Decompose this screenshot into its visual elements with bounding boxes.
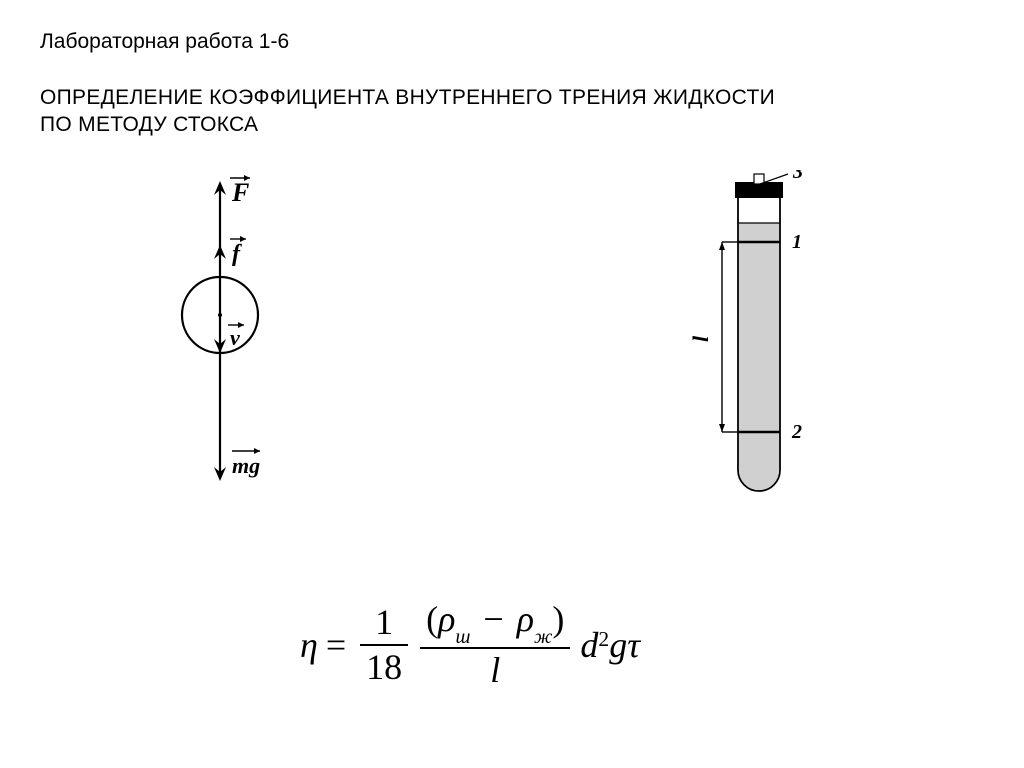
tube-label-1: 1: [792, 231, 802, 253]
eq-coef-den: 18: [360, 648, 408, 688]
label-mg: mg: [232, 453, 260, 478]
eq-paren-open: (: [426, 599, 438, 639]
tube-label-3: 3: [792, 170, 803, 183]
eq-paren-close: ): [552, 599, 564, 639]
force-diagram: F f v mg: [150, 175, 310, 500]
tube-diagram: 3 1 2 l: [680, 170, 880, 515]
eq-coef-frac: 1 18: [360, 603, 408, 688]
label-F: F: [231, 178, 249, 207]
tube-label-l: l: [688, 335, 713, 342]
eq-minus: −: [483, 599, 503, 639]
eq-rho-zh-sub: ж: [534, 626, 552, 648]
eq-equals: =: [326, 624, 346, 666]
eq-tau: τ: [627, 624, 640, 666]
eq-den-l: l: [484, 651, 506, 691]
eq-d-exp: 2: [598, 627, 609, 652]
eq-d: d: [580, 624, 598, 666]
tube-diagram-svg: 3 1 2 l: [680, 170, 880, 510]
eq-rho-frac: (ρш − ρж) l: [420, 600, 570, 691]
lab-header: Лабораторная работа 1-6: [40, 30, 289, 54]
eq-rho-num: (ρш − ρж): [420, 600, 570, 645]
viscosity-equation: η = 1 18 (ρш − ρж) l d2gτ: [300, 600, 640, 691]
eq-eta: η: [300, 624, 318, 666]
eq-coef-num: 1: [369, 603, 399, 643]
label-f: f: [232, 241, 242, 267]
tube-label-2: 2: [791, 421, 802, 443]
title-line-2: ПО МЕТОДУ СТОКСА: [40, 113, 258, 136]
eq-rho-sh: ρ: [438, 599, 455, 639]
force-diagram-svg: F f v mg: [150, 175, 310, 495]
lab-title: ОПРЕДЕЛЕНИЕ КОЭФФИЦИЕНТА ВНУТРЕННЕГО ТРЕ…: [40, 84, 775, 139]
eq-rho-sh-sub: ш: [455, 626, 470, 648]
label-v: v: [230, 325, 240, 350]
eq-g: g: [609, 624, 627, 666]
title-line-1: ОПРЕДЕЛЕНИЕ КОЭФФИЦИЕНТА ВНУТРЕННЕГО ТРЕ…: [40, 86, 775, 109]
eq-rho-zh: ρ: [517, 599, 534, 639]
